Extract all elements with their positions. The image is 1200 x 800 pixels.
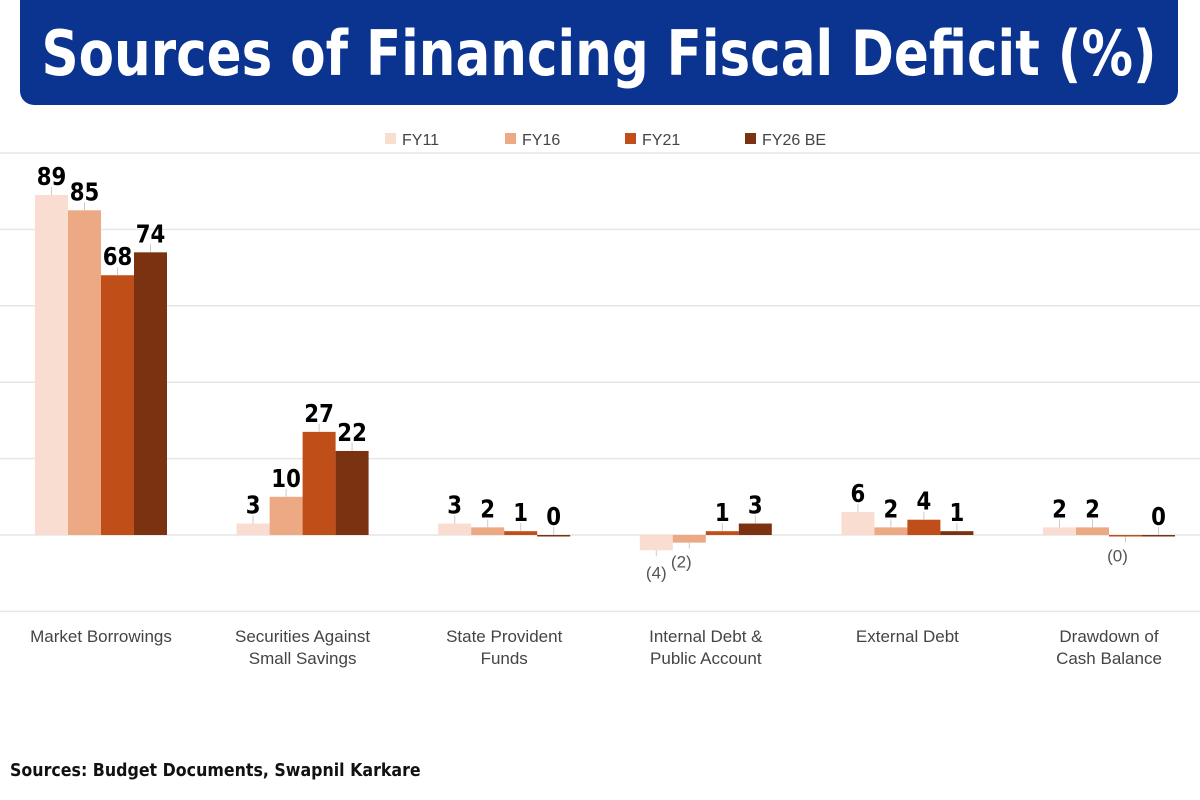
bar <box>874 527 908 535</box>
data-label: 4 <box>917 487 932 516</box>
bar <box>940 531 974 535</box>
legend-label: FY26 BE <box>762 132 826 149</box>
data-label: 3 <box>246 491 261 520</box>
category-label: State Provident <box>446 627 563 646</box>
bar <box>738 523 772 535</box>
bar <box>705 531 739 535</box>
category-label: Funds <box>481 649 528 668</box>
category-label: Market Borrowings <box>30 627 172 646</box>
bar <box>35 195 68 535</box>
category-label: Cash Balance <box>1056 649 1162 668</box>
category-label: Small Savings <box>249 649 357 668</box>
legend-swatch-fy11 <box>385 133 396 144</box>
category-label: Internal Debt & <box>649 627 763 646</box>
legend-swatch-fy26-be <box>745 133 756 144</box>
bar <box>537 535 571 537</box>
bar <box>907 519 941 535</box>
bar <box>68 210 101 536</box>
bar <box>269 496 303 535</box>
bar <box>504 531 538 535</box>
data-label: 10 <box>271 464 301 493</box>
data-label: (4) <box>646 563 667 582</box>
bar <box>1142 535 1175 537</box>
bar <box>841 512 875 535</box>
data-label: 2 <box>884 495 899 524</box>
data-label: (0) <box>1107 547 1128 566</box>
data-label: 3 <box>447 491 462 520</box>
bar <box>101 275 134 535</box>
category-label: Public Account <box>650 649 762 668</box>
legend-label: FY21 <box>642 132 680 149</box>
bar <box>1076 527 1109 535</box>
bar <box>438 523 472 535</box>
data-label: 1 <box>950 499 965 528</box>
data-label: 68 <box>103 243 133 272</box>
bar <box>672 535 706 543</box>
legend-label: FY16 <box>522 132 560 149</box>
category-label: Drawdown of <box>1059 627 1158 646</box>
data-label: 1 <box>715 499 730 528</box>
bar <box>1109 535 1142 537</box>
data-label: (2) <box>671 553 692 572</box>
legend-swatch-fy16 <box>505 133 516 144</box>
chart-title: Sources of Financing Fiscal Deficit (%) <box>42 17 1157 90</box>
data-label: 27 <box>304 399 334 428</box>
bar <box>639 535 673 551</box>
data-label: 85 <box>70 178 100 207</box>
data-label: 6 <box>851 479 866 508</box>
data-label: 2 <box>480 495 495 524</box>
data-label: 0 <box>546 502 561 531</box>
data-label: 22 <box>337 418 367 447</box>
data-label: 74 <box>136 220 166 249</box>
data-label: 3 <box>748 491 763 520</box>
source-note: Sources: Budget Documents, Swapnil Karka… <box>10 760 421 781</box>
data-label: 89 <box>37 162 67 191</box>
title-banner: Sources of Financing Fiscal Deficit (%) <box>20 0 1178 105</box>
legend-label: FY11 <box>402 132 439 149</box>
data-label: 0 <box>1151 502 1166 531</box>
bar <box>1043 527 1076 535</box>
bar <box>134 252 167 535</box>
bar <box>335 450 369 535</box>
bar-chart: FY11 FY16 FY21 FY26 BE Market Borrowings 8985… <box>0 132 1200 668</box>
bar <box>471 527 505 535</box>
bar <box>236 523 270 535</box>
bar <box>302 431 336 535</box>
data-label: 2 <box>1085 495 1100 524</box>
legend-swatch-fy21 <box>625 133 636 144</box>
data-label: 1 <box>513 499 528 528</box>
category-label: Securities Against <box>235 627 370 646</box>
data-label: 2 <box>1052 495 1067 524</box>
category-label: External Debt <box>856 627 959 646</box>
